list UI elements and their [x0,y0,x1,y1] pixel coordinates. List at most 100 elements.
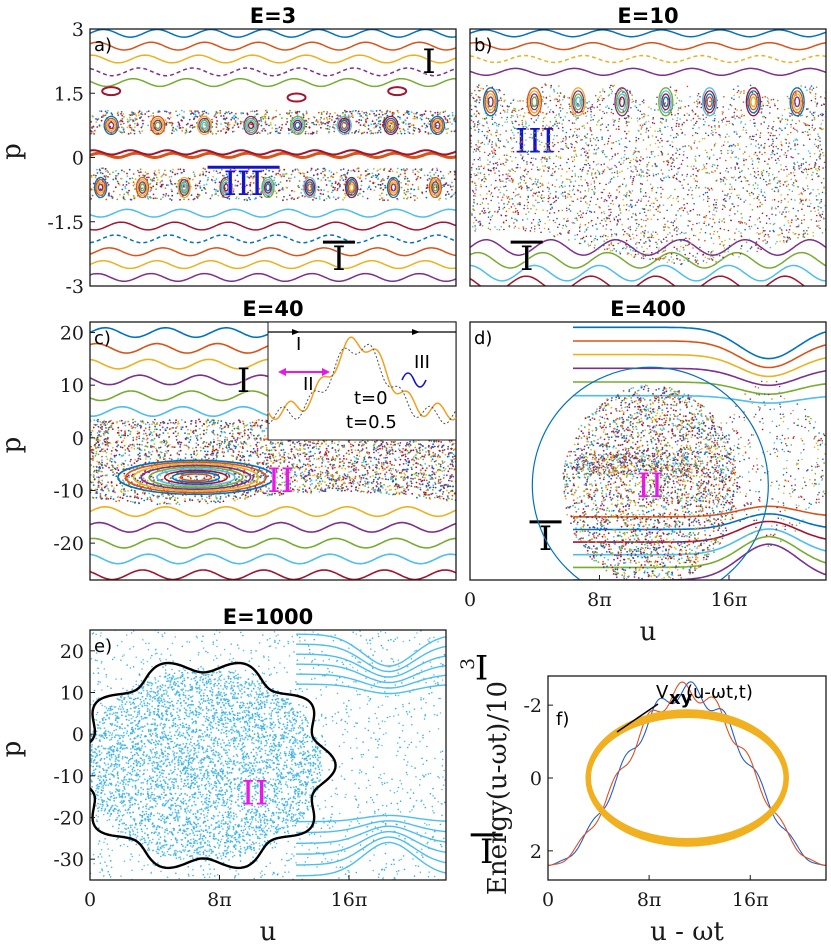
dot [672,158,674,160]
dot [601,138,603,140]
dot [165,174,167,176]
dot [318,195,321,198]
dot [648,106,650,108]
dot [123,193,126,196]
dot [444,194,447,196]
dot [505,130,507,132]
dot [686,202,688,205]
dot [716,106,719,109]
dot [479,203,482,206]
dot [721,110,724,113]
dot [503,194,505,197]
dot [176,114,179,117]
dot [430,132,432,135]
dot [547,197,550,200]
dot [756,250,758,253]
dot [756,157,759,160]
island-orbit [431,181,440,194]
dot [580,178,582,181]
dot [377,169,379,172]
dot [724,251,726,253]
dot [512,146,514,149]
dot [786,168,788,171]
dot [644,192,647,194]
dot [710,252,712,254]
dot [698,101,701,103]
dot [728,214,731,217]
dot [410,124,413,127]
dot [259,132,261,135]
dot [312,174,315,177]
dot [609,181,612,183]
dot [637,129,640,132]
dot [749,173,752,176]
dot [719,134,721,137]
dot [773,222,776,225]
dot [491,141,494,143]
dot [794,163,796,166]
dot [733,116,735,118]
dot [374,122,377,125]
dot [765,104,768,107]
dot [757,227,759,230]
dot [535,119,538,121]
dot [745,180,747,182]
dot [729,196,731,198]
dot [586,110,589,113]
dot [254,198,256,200]
dot [741,217,743,219]
dot [772,223,775,226]
dot [281,123,284,126]
dot [515,141,518,143]
dot [718,126,720,128]
dot [777,147,779,150]
dot [528,124,530,127]
dot [274,115,277,118]
dot [675,218,678,220]
dot [392,113,395,116]
dot [818,150,821,152]
dot [241,189,244,192]
dot [715,180,717,182]
dot [315,130,318,133]
y-axis-label: p [0,143,27,160]
dot [542,120,544,123]
dot [602,225,604,227]
dot [437,124,440,127]
dot [137,111,140,114]
dot [330,175,333,178]
dot [810,85,813,87]
dot [419,177,422,179]
dot [554,116,556,119]
dot [475,228,477,230]
dot [776,162,778,164]
dot [737,177,740,179]
dot [718,254,721,257]
dot [647,120,650,123]
dot [377,183,380,186]
dot [531,188,534,190]
dot [433,173,435,176]
dot [707,195,709,198]
dot [708,205,710,207]
dot [470,119,473,122]
dot [479,194,482,196]
dot [628,140,631,143]
dot [676,132,678,135]
dot [498,178,501,181]
dot [753,171,756,173]
dot [684,207,686,209]
dot [772,140,774,143]
dot [443,177,446,180]
dot [696,105,698,108]
dot [572,188,575,191]
dot [407,188,409,191]
dot [777,200,780,203]
dot [318,198,321,200]
dot [267,116,270,118]
dot [215,111,218,113]
dot [710,129,713,132]
dot [667,140,670,142]
dot [507,196,510,198]
dot [535,191,538,194]
